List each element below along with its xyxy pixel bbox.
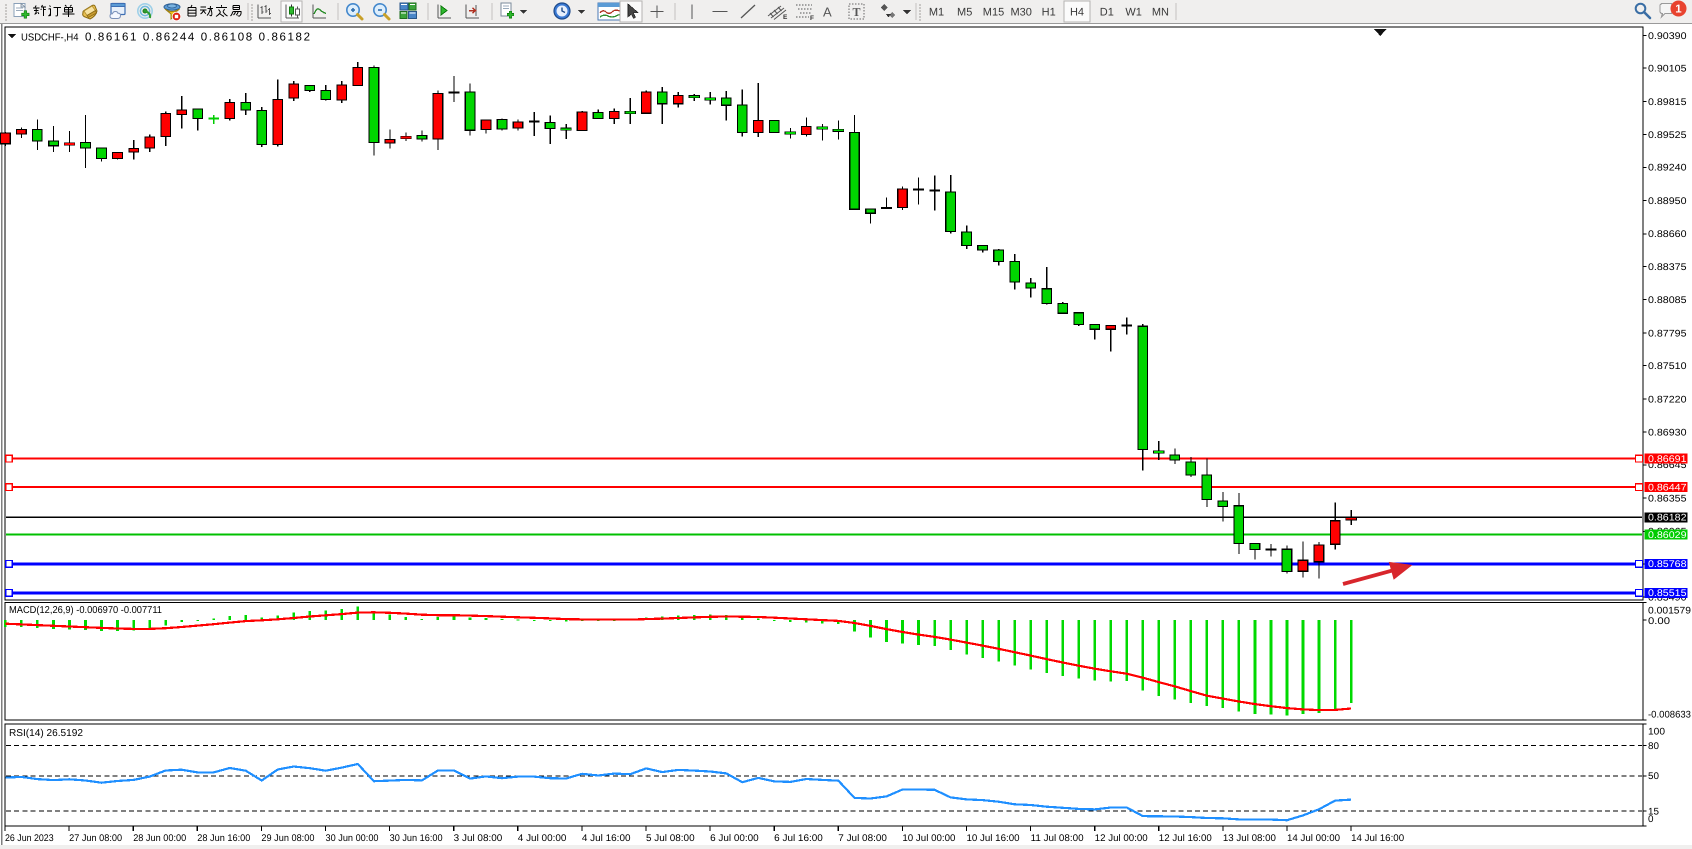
svg-text:W1: W1: [1125, 7, 1142, 19]
svg-text:6 Jul 00:00: 6 Jul 00:00: [710, 833, 759, 844]
svg-text:0.89525: 0.89525: [1648, 130, 1687, 141]
svg-text:M5: M5: [957, 7, 972, 19]
svg-text:28 Jun 00:00: 28 Jun 00:00: [133, 833, 186, 844]
svg-text:0.86447: 0.86447: [1648, 483, 1687, 494]
svg-text:-0.008633: -0.008633: [1648, 710, 1691, 721]
svg-text:0.86645: 0.86645: [1648, 460, 1687, 471]
svg-text:0.86691: 0.86691: [1648, 454, 1687, 465]
svg-text:M30: M30: [1010, 7, 1031, 19]
svg-text:14 Jul 00:00: 14 Jul 00:00: [1287, 833, 1340, 844]
svg-text:0.88085: 0.88085: [1648, 295, 1687, 306]
svg-text:M15: M15: [983, 7, 1004, 19]
svg-text:14 Jul 16:00: 14 Jul 16:00: [1351, 833, 1404, 844]
svg-text:10 Jul 16:00: 10 Jul 16:00: [967, 833, 1020, 844]
svg-text:100: 100: [1648, 727, 1665, 738]
svg-text:0.90390: 0.90390: [1648, 31, 1687, 42]
svg-text:11 Jul 08:00: 11 Jul 08:00: [1031, 833, 1084, 844]
svg-text:6 Jul 16:00: 6 Jul 16:00: [774, 833, 823, 844]
svg-text:27 Jun 08:00: 27 Jun 08:00: [69, 833, 122, 844]
svg-text:0.86930: 0.86930: [1648, 428, 1687, 439]
svg-text:3 Jul 08:00: 3 Jul 08:00: [454, 833, 503, 844]
svg-text:7 Jul 08:00: 7 Jul 08:00: [838, 833, 887, 844]
svg-text:0.86029: 0.86029: [1648, 530, 1687, 541]
svg-text:26 Jun 2023: 26 Jun 2023: [5, 833, 54, 844]
svg-text:0.88950: 0.88950: [1648, 196, 1687, 207]
svg-text:4 Jul 16:00: 4 Jul 16:00: [582, 833, 631, 844]
svg-text:H4: H4: [1070, 7, 1084, 19]
svg-text:0.87220: 0.87220: [1648, 394, 1687, 405]
svg-text:0.88660: 0.88660: [1648, 229, 1687, 240]
svg-text:0.85515: 0.85515: [1648, 588, 1687, 599]
svg-text:MN: MN: [1152, 7, 1169, 19]
svg-text:0.85490: 0.85490: [1648, 593, 1687, 604]
svg-text:H1: H1: [1042, 7, 1056, 19]
svg-text:0.87795: 0.87795: [1648, 328, 1687, 339]
svg-text:13 Jul 08:00: 13 Jul 08:00: [1223, 833, 1276, 844]
svg-text:30 Jun 00:00: 30 Jun 00:00: [326, 833, 379, 844]
svg-text:A: A: [823, 5, 832, 20]
svg-text:0.86355: 0.86355: [1648, 493, 1687, 504]
svg-text:RSI(14) 26.5192: RSI(14) 26.5192: [9, 728, 83, 739]
svg-text:30 Jun 16:00: 30 Jun 16:00: [390, 833, 443, 844]
svg-text:0.86161 0.86244 0.86108 0.8618: 0.86161 0.86244 0.86108 0.86182: [85, 32, 310, 44]
svg-text:15: 15: [1648, 806, 1659, 817]
svg-text:10 Jul 00:00: 10 Jul 00:00: [902, 833, 955, 844]
svg-text:80: 80: [1648, 741, 1659, 752]
svg-text:0.001579: 0.001579: [1648, 606, 1691, 617]
svg-text:MACD(12,26,9) -0.006970 -0.007: MACD(12,26,9) -0.006970 -0.007711: [9, 605, 162, 616]
svg-text:50: 50: [1648, 771, 1659, 782]
svg-text:12 Jul 16:00: 12 Jul 16:00: [1159, 833, 1212, 844]
svg-text:0.00: 0.00: [1648, 616, 1670, 627]
svg-text:5 Jul 08:00: 5 Jul 08:00: [646, 833, 695, 844]
svg-text:4 Jul 00:00: 4 Jul 00:00: [518, 833, 567, 844]
svg-text:T: T: [853, 5, 861, 19]
svg-text:0.86182: 0.86182: [1648, 513, 1687, 524]
svg-text:F: F: [810, 15, 814, 22]
svg-text:12 Jul 00:00: 12 Jul 00:00: [1095, 833, 1148, 844]
svg-text:E: E: [783, 14, 788, 21]
svg-text:1: 1: [1675, 4, 1682, 16]
svg-text:0.90105: 0.90105: [1648, 64, 1687, 75]
svg-text:USDCHF-,H4: USDCHF-,H4: [21, 33, 79, 44]
svg-text:0.89240: 0.89240: [1648, 163, 1687, 174]
svg-text:M1: M1: [929, 7, 944, 19]
svg-text:0.87510: 0.87510: [1648, 361, 1687, 372]
svg-text:0.89815: 0.89815: [1648, 97, 1687, 108]
svg-text:0: 0: [1648, 814, 1654, 825]
svg-text:28 Jun 16:00: 28 Jun 16:00: [197, 833, 250, 844]
svg-text:D1: D1: [1100, 7, 1114, 19]
svg-text:29 Jun 08:00: 29 Jun 08:00: [261, 833, 314, 844]
svg-text:0.85768: 0.85768: [1648, 559, 1687, 570]
svg-text:0.88375: 0.88375: [1648, 262, 1687, 273]
